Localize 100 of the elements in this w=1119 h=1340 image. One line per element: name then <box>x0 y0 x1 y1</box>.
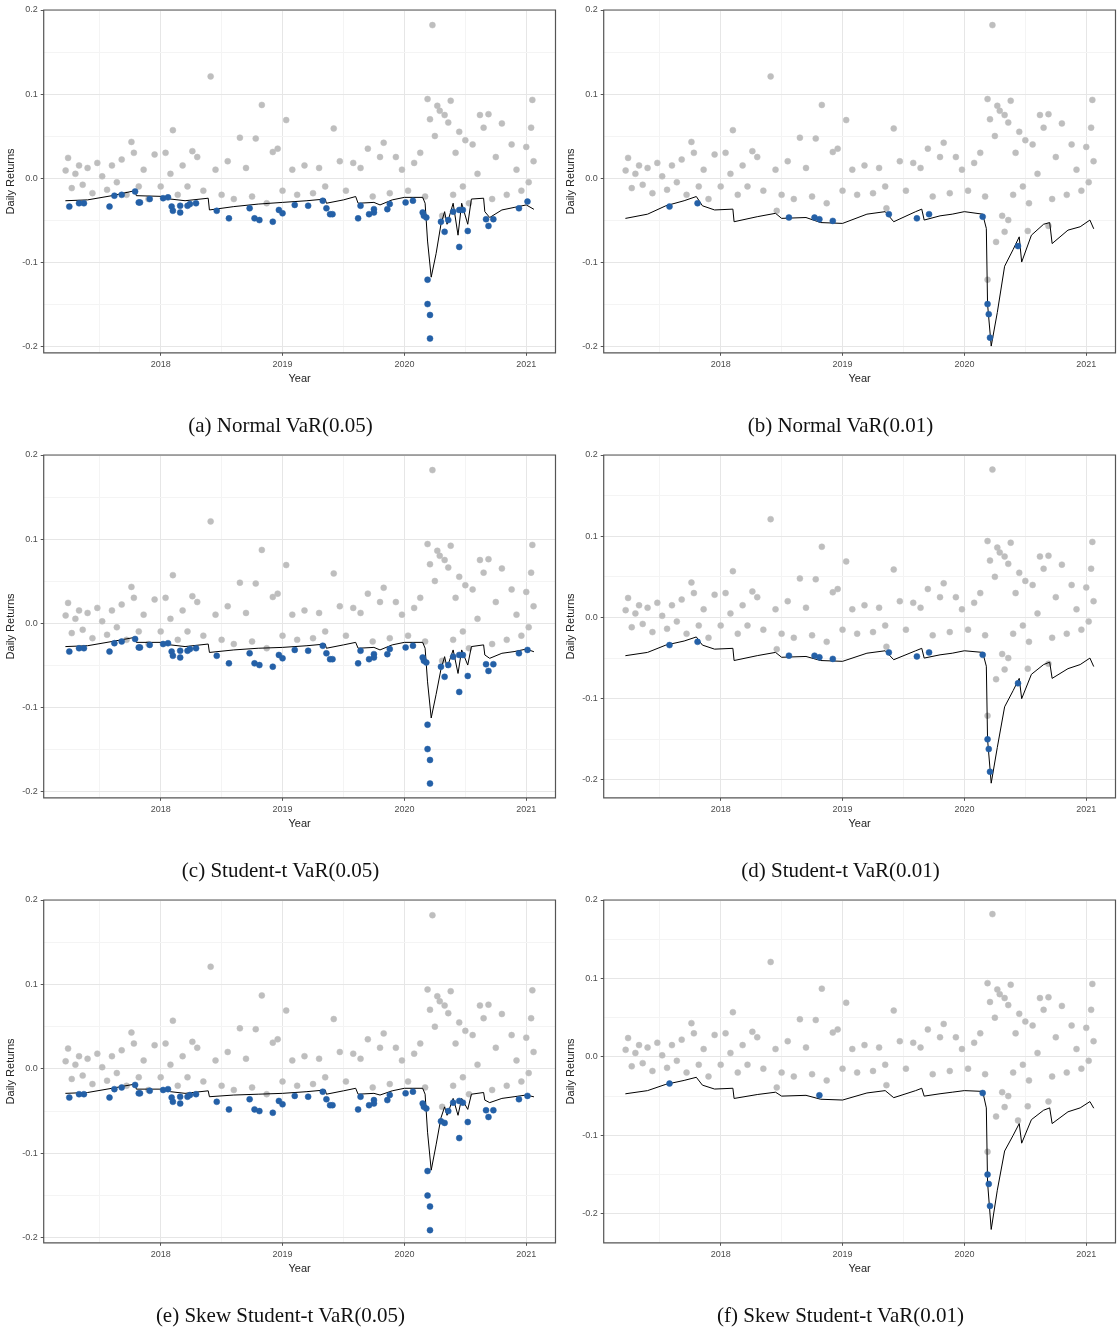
point <box>885 210 893 218</box>
x-tick-label: 2020 <box>394 1248 415 1259</box>
y-tick-label: 0.2 <box>585 449 598 460</box>
x-tick-label: 2019 <box>272 1248 293 1259</box>
y-tick-label: 0.1 <box>585 972 598 983</box>
x-tick-label: 2020 <box>954 1248 975 1259</box>
point <box>666 203 673 210</box>
y-tick-label: 0.0 <box>25 172 38 183</box>
y-tick-label: 0.1 <box>25 978 38 989</box>
text: (e) Skew Student-t VaR(0.05) <box>155 1302 406 1327</box>
y-tick-label: -0.2 <box>22 1232 38 1243</box>
x-tick-label: 2018 <box>710 803 731 814</box>
text: (a) Normal VaR(0.05) <box>188 412 373 437</box>
y-tick-label: -0.1 <box>22 256 38 267</box>
point <box>979 1089 986 1097</box>
y-tick-label: 0.2 <box>25 894 38 905</box>
point <box>979 651 986 659</box>
x-tick-label: 2021 <box>516 1248 537 1259</box>
x-tick-label: 2020 <box>954 803 975 814</box>
y-axis-title: Daily Returns <box>563 147 576 215</box>
point <box>666 641 673 649</box>
point <box>925 649 933 656</box>
x-tick-label: 2018 <box>710 1248 731 1259</box>
y-tick-label: -0.2 <box>22 785 38 796</box>
x-tick-label: 2019 <box>272 358 293 369</box>
y-tick-label: -0.1 <box>22 1147 38 1158</box>
y-tick-label: 0.0 <box>585 172 598 183</box>
point <box>829 217 837 225</box>
x-tick-label: 2018 <box>710 358 731 369</box>
x-tick-label: 2020 <box>394 358 415 369</box>
x-tick-label: 2021 <box>1076 358 1097 369</box>
x-tick-label: 2021 <box>1076 803 1097 814</box>
y-tick-label: -0.2 <box>582 340 598 351</box>
point <box>666 1080 673 1087</box>
y-tick-label: -0.1 <box>582 1129 598 1140</box>
point <box>985 1180 993 1188</box>
point <box>985 745 993 753</box>
y-tick-label: 0.2 <box>25 449 38 460</box>
x-tick-label: 2018 <box>150 803 171 814</box>
y-tick-label: 0.0 <box>25 1063 38 1074</box>
point <box>986 1202 994 1210</box>
y-tick-label: 0.1 <box>25 533 38 544</box>
y-tick-label: 0.2 <box>585 4 598 15</box>
x-tick-label: 2019 <box>832 803 853 814</box>
point <box>985 310 993 318</box>
x-axis-title: Year <box>288 372 312 385</box>
y-tick-label: 0.0 <box>585 1051 598 1062</box>
y-tick-label: -0.1 <box>22 701 38 712</box>
text: (c) Student-t VaR(0.05) <box>181 857 380 882</box>
point <box>925 210 933 218</box>
point <box>694 200 701 207</box>
point <box>785 652 793 659</box>
text: (d) Student-t VaR(0.01) <box>741 857 940 882</box>
x-axis-title: Year <box>848 1262 872 1275</box>
y-tick-label: -0.2 <box>582 1208 598 1219</box>
point <box>1014 680 1022 687</box>
y-tick-label: 0.1 <box>585 88 598 99</box>
y-tick-label: 0.0 <box>585 611 598 622</box>
y-axis-title: Daily Returns <box>3 592 16 660</box>
y-tick-label: -0.1 <box>582 256 598 267</box>
point <box>986 334 994 341</box>
point <box>816 654 823 661</box>
point <box>829 655 837 663</box>
point <box>885 649 893 656</box>
point <box>984 1171 991 1178</box>
x-tick-label: 2021 <box>516 803 537 814</box>
x-axis-title: Year <box>288 1262 312 1275</box>
x-tick-label: 2019 <box>272 803 293 814</box>
y-tick-label: -0.2 <box>22 340 38 351</box>
y-tick-label: -0.1 <box>582 693 598 704</box>
point <box>984 736 991 743</box>
x-tick-label: 2021 <box>516 358 537 369</box>
point <box>986 768 994 776</box>
point <box>913 215 921 222</box>
y-tick-label: 0.2 <box>585 894 598 905</box>
x-tick-label: 2021 <box>1076 1248 1097 1259</box>
x-tick-label: 2018 <box>150 1248 171 1259</box>
point <box>785 214 793 221</box>
x-tick-label: 2019 <box>832 358 853 369</box>
point <box>984 300 991 308</box>
y-axis-title: Daily Returns <box>3 1037 16 1105</box>
x-tick-label: 2019 <box>832 1248 853 1259</box>
y-tick-label: 0.2 <box>25 4 38 15</box>
x-tick-label: 2020 <box>954 358 975 369</box>
x-tick-label: 2020 <box>394 803 415 814</box>
y-axis-title: Daily Returns <box>563 1037 576 1105</box>
point <box>1014 242 1022 250</box>
y-tick-label: 0.0 <box>25 617 38 628</box>
point <box>816 1092 823 1099</box>
y-axis-title: Daily Returns <box>563 592 576 660</box>
y-tick-label: 0.1 <box>585 530 598 541</box>
text: (b) Normal VaR(0.01) <box>747 412 934 437</box>
x-axis-title: Year <box>288 817 312 830</box>
x-axis-title: Year <box>848 817 872 830</box>
y-axis-title: Daily Returns <box>3 147 16 215</box>
point <box>694 638 701 646</box>
x-axis-title: Year <box>848 372 872 385</box>
x-tick-label: 2018 <box>150 358 171 369</box>
text: (f) Skew Student-t VaR(0.01) <box>717 1302 964 1327</box>
y-tick-label: -0.2 <box>582 774 598 785</box>
